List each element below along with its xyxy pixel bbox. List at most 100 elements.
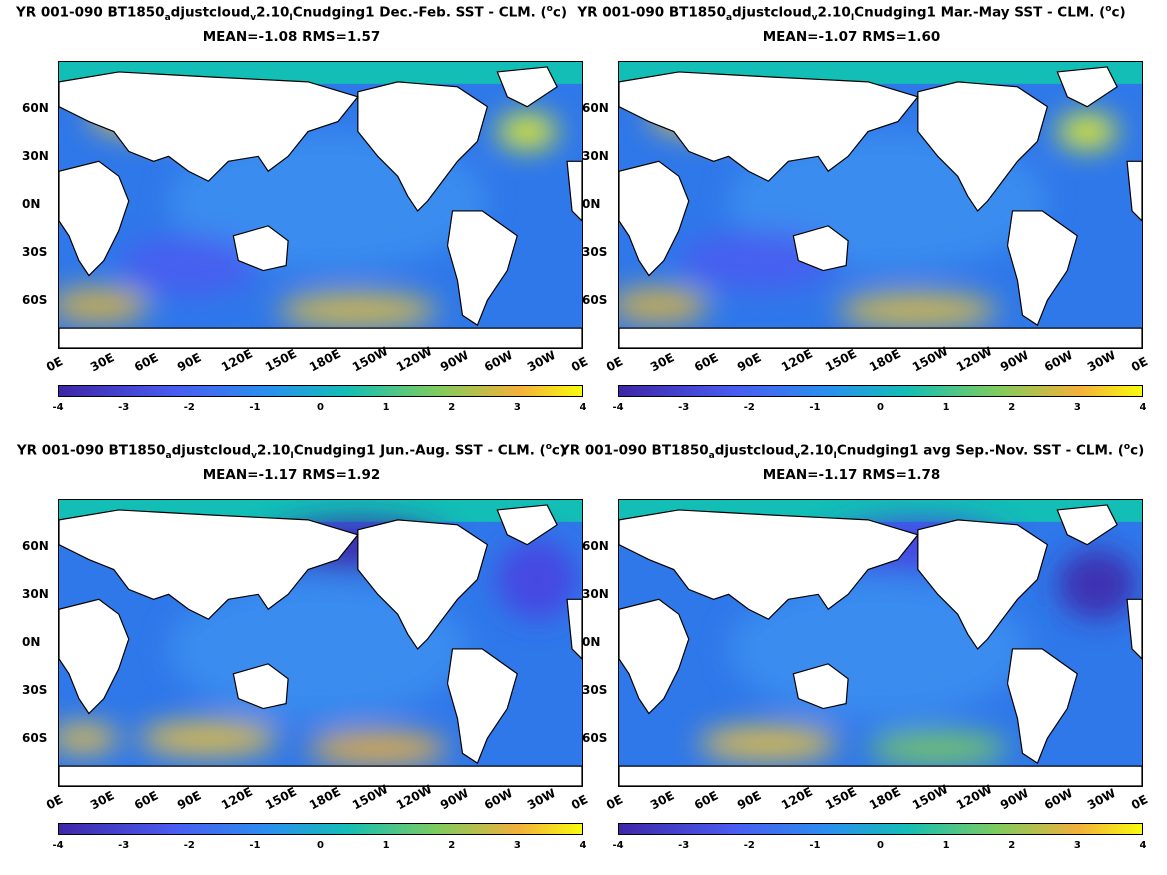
lon-tick-label: 30E bbox=[87, 350, 117, 375]
colorbar-tick-label: 0 bbox=[877, 402, 884, 413]
colorbar-tick-label: -3 bbox=[678, 840, 690, 851]
lon-tick-label: 30W bbox=[1085, 347, 1119, 375]
anomaly-region bbox=[619, 287, 709, 324]
lon-tick-label: 60E bbox=[691, 350, 721, 375]
landmass bbox=[496, 504, 558, 546]
lon-tick-label: 90E bbox=[175, 788, 204, 813]
colorbar-tick-label: -1 bbox=[249, 840, 261, 851]
anomaly-region bbox=[497, 113, 558, 150]
lat-tick-label: 60S bbox=[582, 293, 608, 307]
lon-tick-label: 60W bbox=[481, 347, 515, 375]
sst-anomaly-map bbox=[618, 499, 1143, 787]
lat-tick-label: 30N bbox=[22, 149, 49, 163]
lat-tick-label: 60N bbox=[582, 539, 609, 553]
colorbar-tick-label: 3 bbox=[1073, 840, 1081, 851]
lon-tick-label: 60E bbox=[131, 350, 161, 375]
colorbar-tick-label: -4 bbox=[612, 402, 624, 413]
lat-tick-label: 60S bbox=[22, 731, 48, 745]
lat-tick-label: 0N bbox=[582, 635, 601, 649]
lon-tick-label: 90E bbox=[735, 788, 764, 813]
panel-title: YR 001-090 BT1850adjustcloudv2.10ICnudgi… bbox=[0, 438, 583, 485]
anomaly-region bbox=[1057, 113, 1118, 150]
anomaly-region bbox=[497, 539, 578, 620]
colorbar-tick-label: 2 bbox=[448, 840, 456, 851]
map-panel-mam: YR 001-090 BT1850adjustcloudv2.10ICnudgi… bbox=[560, 0, 1150, 437]
map-canvas bbox=[619, 500, 1142, 786]
lon-tick-label: 120E bbox=[779, 784, 815, 813]
landmass bbox=[619, 765, 1142, 786]
anomaly-region bbox=[59, 723, 119, 754]
landmass bbox=[59, 327, 582, 348]
map-panel-jja: YR 001-090 BT1850adjustcloudv2.10ICnudgi… bbox=[0, 438, 590, 875]
lon-tick-label: 30W bbox=[525, 347, 559, 375]
colorbar-tick-label: -2 bbox=[183, 402, 195, 413]
colorbar-tick-label: 4 bbox=[1139, 402, 1147, 413]
lon-tick-label: 90W bbox=[997, 347, 1031, 375]
lon-tick-label: 0E bbox=[44, 792, 66, 813]
colorbar-tick-label: 2 bbox=[1008, 402, 1016, 413]
panel-stats: MEAN=-1.17 RMS=1.78 bbox=[762, 467, 941, 484]
colorbar-tick-label: -2 bbox=[183, 840, 195, 851]
landmass bbox=[792, 225, 849, 272]
landmass bbox=[357, 519, 489, 650]
landmass bbox=[1126, 160, 1142, 222]
anomaly-region bbox=[308, 730, 448, 767]
landmass bbox=[59, 765, 582, 786]
lon-tick-label: 60W bbox=[1041, 347, 1075, 375]
landmass bbox=[917, 81, 1049, 212]
colorbar-tick-label: 3 bbox=[513, 840, 521, 851]
sst-anomaly-map bbox=[58, 499, 583, 787]
colorbar-tick-label: 1 bbox=[942, 840, 950, 851]
colorbar-tick-label: -1 bbox=[249, 402, 261, 413]
lat-tick-label: 60N bbox=[22, 101, 49, 115]
panel-title: YR 001-090 BT1850adjustcloudv2.10ICnudgi… bbox=[560, 0, 1143, 47]
landmass bbox=[1056, 66, 1118, 108]
colorbar-tick-label: 4 bbox=[579, 402, 587, 413]
lon-tick-label: 90W bbox=[997, 785, 1031, 813]
lon-tick-label: 60W bbox=[481, 785, 515, 813]
landmass bbox=[496, 66, 558, 108]
landmass bbox=[619, 71, 919, 182]
sst-anomaly-map bbox=[58, 61, 583, 349]
landmass bbox=[446, 648, 518, 765]
colorbar-tick-label: 1 bbox=[382, 402, 390, 413]
lon-tick-label: 150E bbox=[262, 346, 299, 375]
colorbar-tick-label: 2 bbox=[1008, 840, 1016, 851]
colorbar-tick-label: 0 bbox=[317, 840, 324, 851]
landmass bbox=[59, 160, 130, 277]
colorbar-tick-label: 1 bbox=[942, 402, 950, 413]
colorbar-tick-label: 0 bbox=[877, 840, 884, 851]
lon-tick-label: 120E bbox=[219, 784, 255, 813]
lon-tick-label: 180E bbox=[866, 784, 903, 813]
landmass bbox=[619, 509, 919, 620]
lat-tick-label: 0N bbox=[22, 197, 41, 211]
colorbar-tick-label: 3 bbox=[513, 402, 521, 413]
lon-tick-label: 180E bbox=[866, 346, 903, 375]
colorbar-tick-label: -3 bbox=[678, 402, 690, 413]
colorbar-tick-label: -4 bbox=[52, 402, 64, 413]
lon-tick-label: 60E bbox=[691, 788, 721, 813]
anomaly-region bbox=[118, 235, 259, 296]
landmass bbox=[1056, 504, 1118, 546]
lon-tick-label: 30W bbox=[525, 785, 559, 813]
panel-stats: MEAN=-1.08 RMS=1.57 bbox=[202, 29, 381, 46]
lon-tick-label: 0E bbox=[44, 354, 66, 375]
lat-tick-label: 0N bbox=[22, 635, 41, 649]
landmass bbox=[792, 663, 849, 710]
colorbar-tick-label: 1 bbox=[382, 840, 390, 851]
colorbar-tick-label: -2 bbox=[743, 402, 755, 413]
colorbar-tick-label: -3 bbox=[118, 840, 130, 851]
lat-tick-label: 30S bbox=[22, 245, 48, 259]
lon-tick-label: 0E bbox=[1129, 354, 1151, 375]
colorbar bbox=[618, 823, 1143, 835]
lon-tick-label: 60E bbox=[131, 788, 161, 813]
colorbar-tick-label: -2 bbox=[743, 840, 755, 851]
colorbar-tick-label: -4 bbox=[52, 840, 64, 851]
lon-tick-label: 90W bbox=[437, 347, 471, 375]
landmass bbox=[1126, 598, 1142, 660]
lat-tick-label: 60S bbox=[582, 731, 608, 745]
anomaly-region bbox=[698, 725, 839, 762]
lon-tick-label: 30E bbox=[647, 350, 677, 375]
lon-tick-label: 180E bbox=[306, 346, 343, 375]
anomaly-region bbox=[868, 730, 1008, 767]
